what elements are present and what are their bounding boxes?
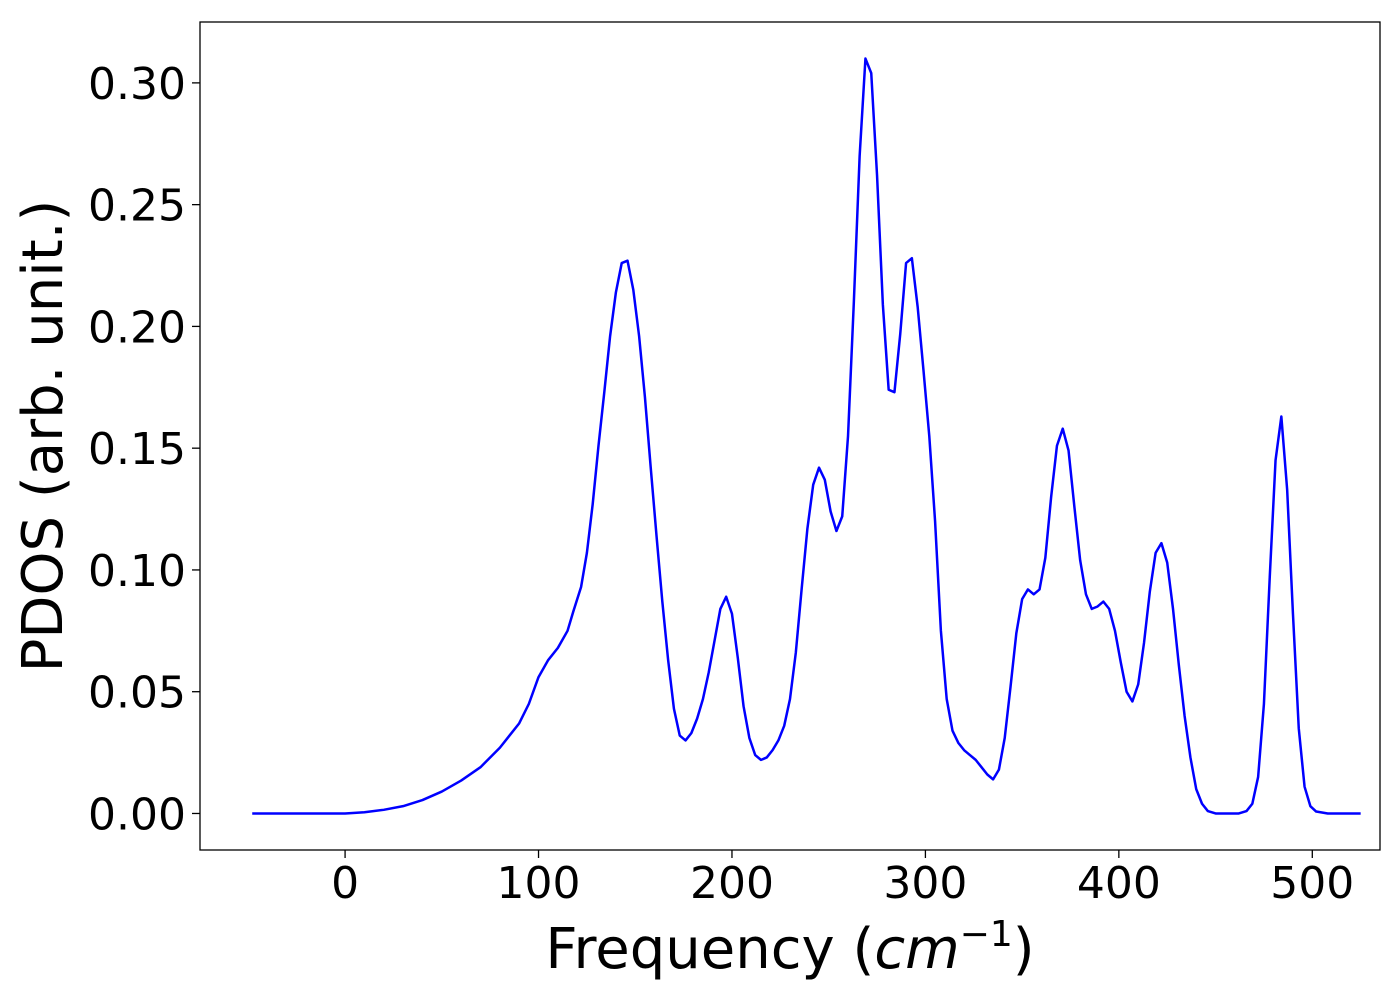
x-axis-label: Frequency (cm−1) — [545, 914, 1034, 982]
x-tick-label: 0 — [331, 858, 359, 909]
x-axis-ticks: 0 100 200 300 400 500 — [331, 850, 1354, 909]
x-tick-label: 100 — [497, 858, 581, 909]
y-axis-ticks: 0.00 0.05 0.10 0.15 0.20 0.25 0.30 — [88, 59, 200, 840]
x-axis-label-close: ) — [1013, 917, 1035, 982]
pdos-series-line — [252, 57, 1361, 815]
x-tick-label: 300 — [883, 858, 967, 909]
x-axis-label-unit: cm — [874, 917, 959, 982]
y-tick-label: 0.25 — [88, 181, 186, 232]
y-axis-label: PDOS (arb. unit.) — [11, 200, 76, 673]
y-tick-label: 0.30 — [88, 59, 186, 110]
plot-area-frame — [199, 21, 1381, 851]
y-tick-label: 0.20 — [88, 302, 186, 353]
x-tick-label: 400 — [1077, 858, 1161, 909]
y-tick-label: 0.05 — [88, 668, 186, 719]
x-axis-label-exponent: −1 — [960, 914, 1013, 955]
x-tick-label: 500 — [1270, 858, 1354, 909]
x-tick-label: 200 — [690, 858, 774, 909]
x-axis-label-text: Frequency ( — [545, 917, 874, 982]
y-tick-label: 0.10 — [88, 546, 186, 597]
y-tick-label: 0.00 — [88, 789, 186, 840]
y-tick-label: 0.15 — [88, 424, 186, 475]
